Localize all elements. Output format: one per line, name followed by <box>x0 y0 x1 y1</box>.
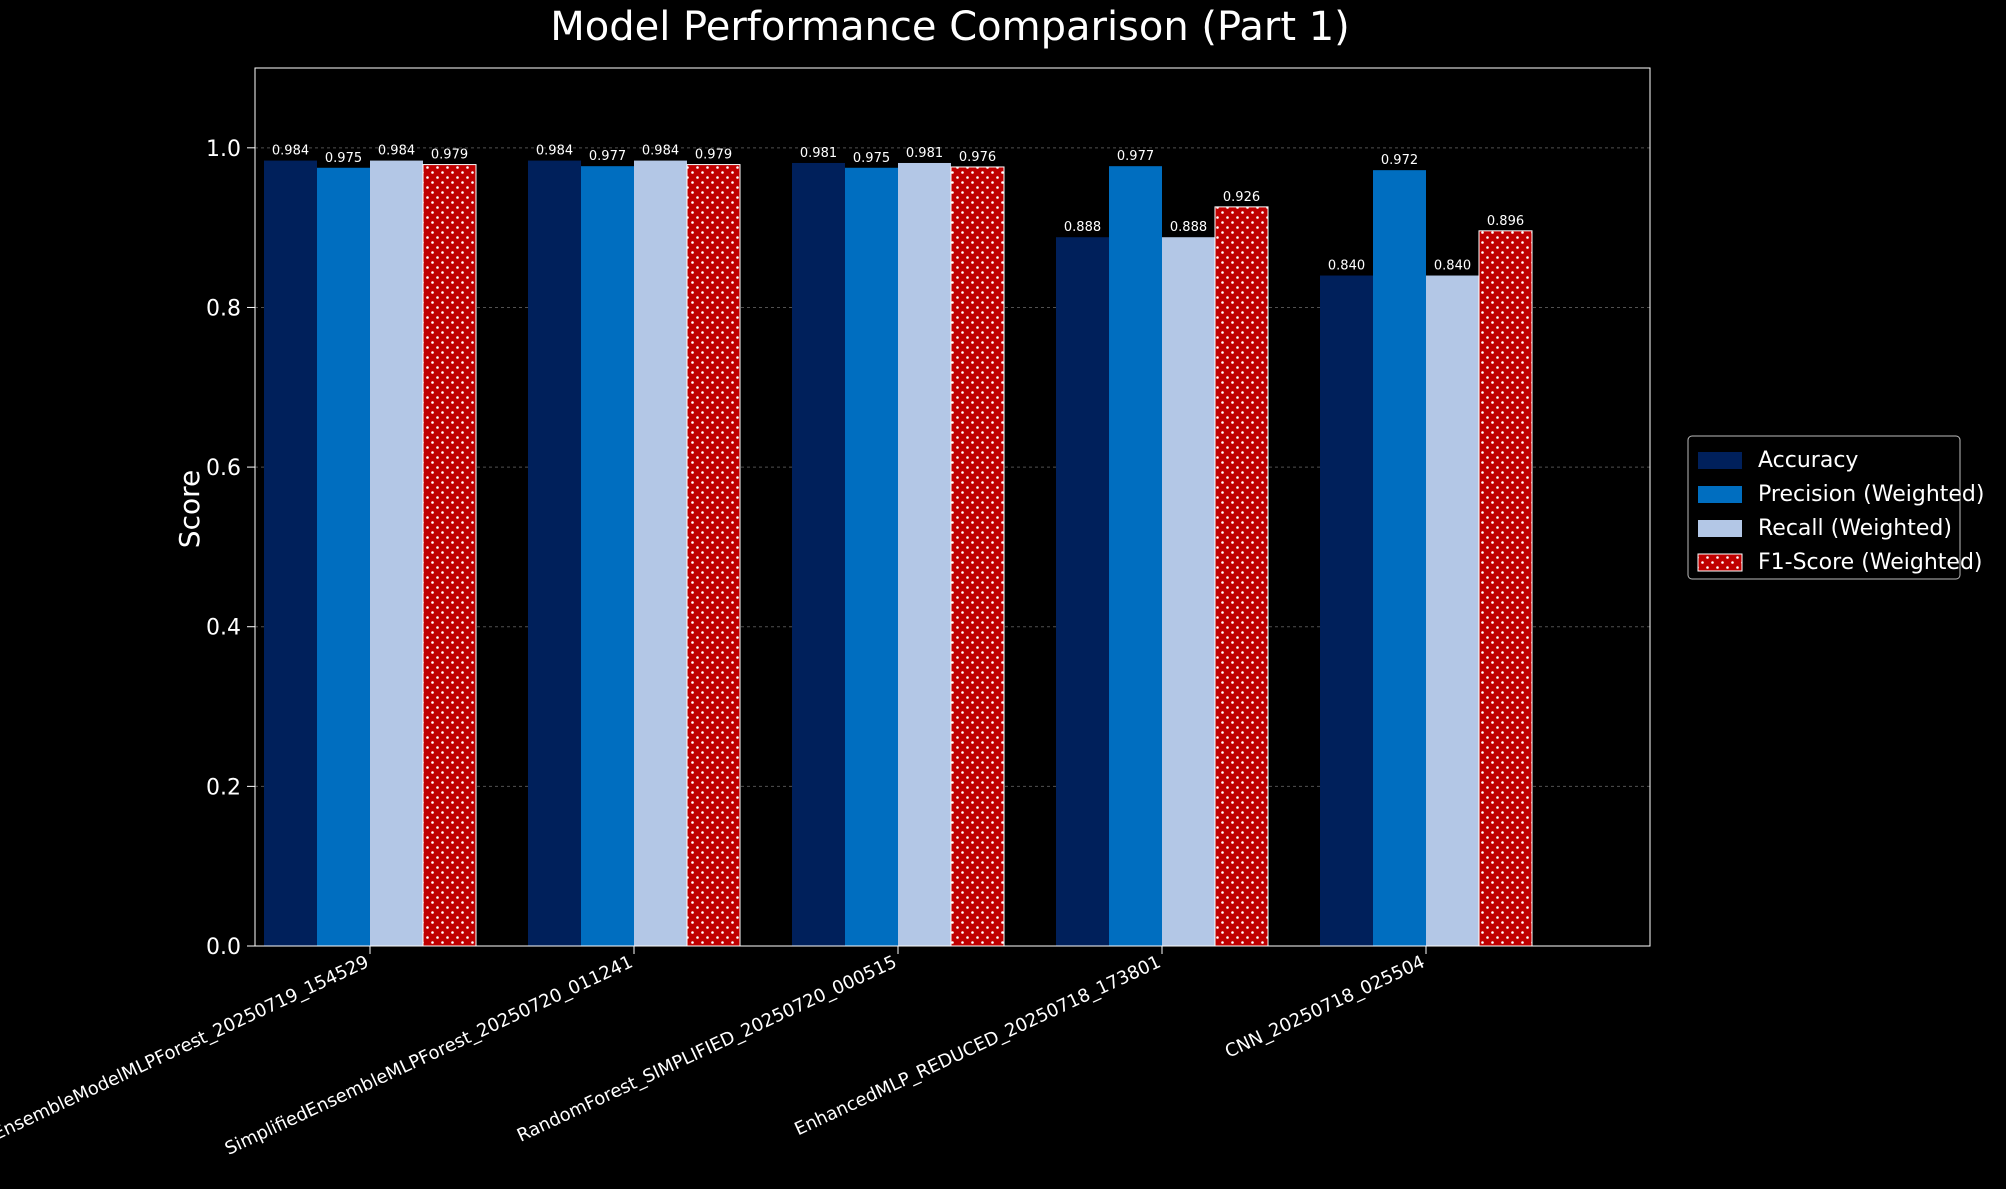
bar <box>1478 230 1533 947</box>
data-label: 0.977 <box>589 149 626 164</box>
bar <box>792 162 845 946</box>
data-label: 0.984 <box>272 144 309 159</box>
legend-swatch <box>1698 452 1742 469</box>
x-axis: EnsembleModelMLPForest_20250719_154529Si… <box>0 946 1428 1160</box>
data-label: 0.888 <box>1064 220 1101 235</box>
bar <box>1056 237 1109 946</box>
bar <box>1426 275 1479 946</box>
y-tick-label: 0.8 <box>206 296 241 321</box>
data-label: 0.975 <box>853 151 890 166</box>
data-label: 0.977 <box>1117 149 1154 164</box>
x-tick-label: CNN_20250718_025504 <box>1222 951 1428 1062</box>
data-label: 0.926 <box>1223 190 1260 205</box>
bar <box>898 162 951 946</box>
data-label: 0.979 <box>695 148 732 163</box>
data-label: 0.840 <box>1434 259 1471 274</box>
bar <box>845 167 898 947</box>
bar <box>528 160 581 946</box>
plot-frame <box>254 67 1651 947</box>
data-label: 0.981 <box>800 146 837 161</box>
data-label: 0.984 <box>378 144 415 159</box>
data-label: 0.979 <box>431 148 468 163</box>
legend-label: Accuracy <box>1758 448 1858 473</box>
chart-title: Model Performance Comparison (Part 1) <box>550 4 1350 50</box>
data-label: 0.984 <box>536 144 573 159</box>
legend-swatch <box>1697 553 1743 572</box>
data-label: 0.981 <box>906 146 943 161</box>
data-label: 0.840 <box>1328 259 1365 274</box>
legend: Accuracy Precision (Weighted) Recall (Weig… <box>1687 435 1984 580</box>
y-tick-label: 0.6 <box>206 456 241 481</box>
x-tick-label: SimplifiedEnsembleMLPForest_20250720_011… <box>222 951 636 1159</box>
bar <box>370 160 423 946</box>
bar <box>634 160 687 946</box>
y-tick-label: 0.0 <box>206 935 241 960</box>
bar <box>1373 170 1426 947</box>
bar <box>1109 166 1162 946</box>
y-axis: 0.0 0.2 0.4 0.6 0.8 1.0 <box>206 137 255 960</box>
y-tick-label: 0.4 <box>206 616 241 641</box>
legend-box <box>1687 435 1961 580</box>
bar <box>686 164 741 947</box>
bar <box>422 164 477 947</box>
data-label: 0.976 <box>959 150 996 165</box>
data-label: 0.972 <box>1381 153 1418 168</box>
bar <box>317 167 370 947</box>
data-label: 0.888 <box>1170 220 1207 235</box>
bar <box>1320 275 1373 946</box>
y-tick-label: 1.0 <box>206 137 241 162</box>
data-label: 0.984 <box>642 144 679 159</box>
legend-label: Precision (Weighted) <box>1758 482 1984 507</box>
legend-label: F1-Score (Weighted) <box>1758 550 1983 575</box>
bar <box>1214 206 1269 947</box>
bar <box>581 166 634 946</box>
bar <box>264 160 317 946</box>
legend-swatch <box>1698 486 1742 503</box>
data-label: 0.975 <box>325 151 362 166</box>
y-axis-label: Score <box>173 470 206 548</box>
legend-swatch <box>1698 520 1742 537</box>
bars: 0.984 0.975 0.984 0.979 0.984 0.977 0.984 0.979… <box>264 144 1533 947</box>
y-tick-label: 0.2 <box>206 775 241 800</box>
bar <box>1162 237 1215 946</box>
legend-label: Recall (Weighted) <box>1758 516 1952 541</box>
data-label: 0.896 <box>1487 214 1524 229</box>
bar <box>950 166 1005 947</box>
